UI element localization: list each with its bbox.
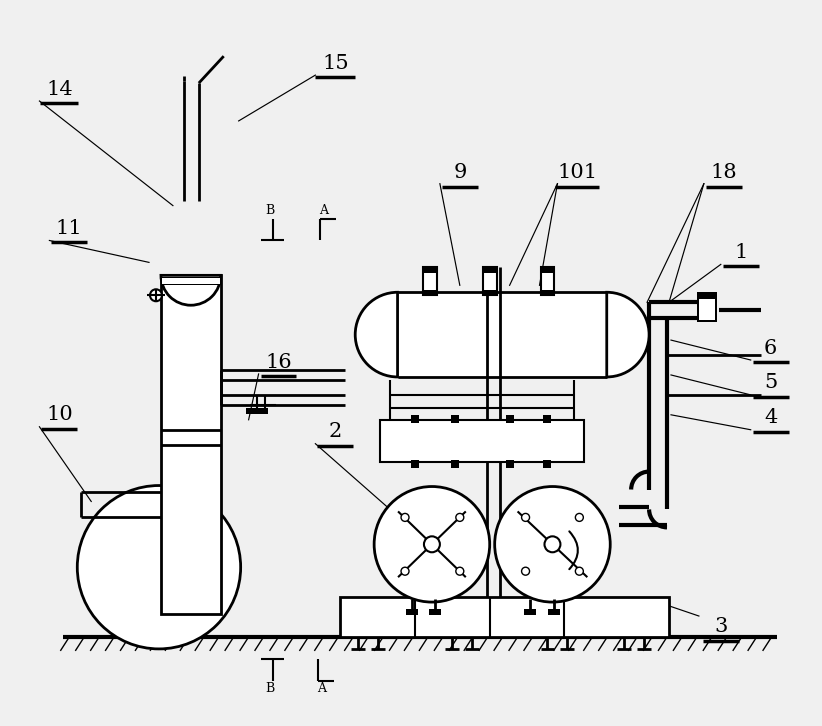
Text: 10: 10 xyxy=(46,405,72,424)
Bar xyxy=(340,597,669,637)
Bar xyxy=(450,460,459,468)
Text: B: B xyxy=(265,682,275,696)
Bar xyxy=(699,294,715,299)
Bar xyxy=(506,415,514,423)
Circle shape xyxy=(77,486,241,649)
Bar xyxy=(406,609,418,615)
Circle shape xyxy=(374,486,490,602)
Text: A: A xyxy=(316,682,326,696)
Text: 18: 18 xyxy=(710,163,737,182)
Circle shape xyxy=(575,513,584,521)
Bar xyxy=(541,267,555,274)
Text: A: A xyxy=(319,204,328,217)
Bar xyxy=(423,290,437,294)
Text: 14: 14 xyxy=(46,80,72,99)
Circle shape xyxy=(456,567,464,575)
Bar xyxy=(450,415,459,423)
Bar xyxy=(524,609,535,615)
Text: 15: 15 xyxy=(322,54,349,73)
Bar xyxy=(411,415,419,423)
Text: 5: 5 xyxy=(764,373,778,393)
Bar xyxy=(161,275,221,614)
Bar xyxy=(161,277,221,285)
Bar xyxy=(398,293,607,377)
Bar xyxy=(541,267,555,295)
Text: 16: 16 xyxy=(266,353,292,372)
Text: 101: 101 xyxy=(557,163,598,182)
Circle shape xyxy=(522,513,529,521)
Bar xyxy=(548,609,561,615)
Circle shape xyxy=(401,567,409,575)
Wedge shape xyxy=(161,275,221,305)
Bar xyxy=(483,267,496,295)
Bar xyxy=(423,267,437,274)
Bar xyxy=(380,420,584,462)
Circle shape xyxy=(495,486,610,602)
Text: 3: 3 xyxy=(714,618,727,637)
Bar xyxy=(423,267,437,295)
Bar xyxy=(246,408,267,414)
Text: B: B xyxy=(265,204,275,217)
Bar xyxy=(697,293,717,322)
Bar xyxy=(162,278,219,285)
Bar xyxy=(541,290,555,294)
Circle shape xyxy=(401,513,409,521)
Text: 11: 11 xyxy=(56,219,83,238)
Circle shape xyxy=(150,289,162,301)
Wedge shape xyxy=(607,293,649,377)
Bar xyxy=(411,460,419,468)
Wedge shape xyxy=(355,293,398,377)
Text: 2: 2 xyxy=(329,423,342,441)
Bar xyxy=(543,460,552,468)
Text: 1: 1 xyxy=(734,243,747,262)
Circle shape xyxy=(424,537,440,552)
Bar xyxy=(699,294,715,320)
Bar xyxy=(483,290,496,294)
Circle shape xyxy=(544,537,561,552)
Circle shape xyxy=(456,513,464,521)
Bar xyxy=(483,267,496,274)
Text: 9: 9 xyxy=(453,163,467,182)
Text: 4: 4 xyxy=(764,408,778,428)
Circle shape xyxy=(575,567,584,575)
Bar xyxy=(543,415,552,423)
Bar xyxy=(429,609,441,615)
Circle shape xyxy=(522,567,529,575)
Text: 6: 6 xyxy=(764,338,778,358)
Bar xyxy=(506,460,514,468)
